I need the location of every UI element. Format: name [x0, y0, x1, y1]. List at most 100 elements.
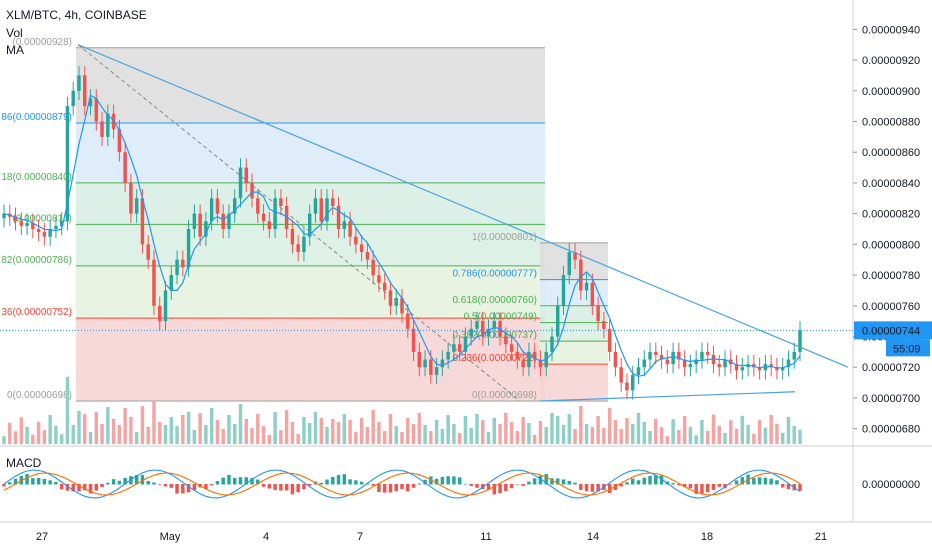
macd-histogram-bar: [532, 478, 537, 485]
time-tick-label: May: [160, 531, 181, 543]
candle-body: [2, 213, 6, 219]
candle-body: [65, 106, 70, 222]
macd-histogram-bar: [521, 484, 525, 486]
macd-histogram-bar: [694, 484, 698, 494]
candle-body: [307, 213, 312, 237]
candle-body: [457, 344, 462, 352]
macd-histogram-bar: [429, 476, 433, 485]
candle-body: [798, 330, 802, 352]
macd-histogram-bar: [359, 481, 364, 485]
macd-histogram-bar: [140, 475, 145, 485]
candle-body: [757, 367, 762, 371]
candle-body: [129, 182, 133, 214]
volume-bar: [406, 418, 410, 444]
macd-histogram-bar: [659, 475, 664, 485]
last-price-label: 0.00000744: [862, 325, 920, 337]
macd-histogram-bar: [734, 480, 739, 485]
volume-bar: [261, 426, 266, 444]
candle-body: [411, 328, 416, 352]
candle-body: [31, 222, 35, 229]
volume-bar: [94, 412, 99, 444]
macd-histogram-bar: [331, 476, 335, 485]
macd-histogram-bar: [273, 484, 277, 490]
candle-body: [221, 213, 225, 229]
macd-histogram-bar: [498, 484, 502, 494]
macd-histogram-bar: [763, 477, 768, 485]
macd-histogram-bar: [25, 474, 29, 485]
macd-histogram-bar: [492, 484, 497, 495]
macd-histogram-bar: [307, 484, 312, 486]
macd-histogram-bar: [100, 484, 104, 488]
volume-bar: [665, 436, 670, 444]
candle-body: [556, 305, 560, 337]
countdown-label: 55:09: [893, 343, 921, 355]
volume-bar: [711, 414, 716, 444]
candle-body: [561, 275, 566, 306]
fib-level-label: 82(0.00000786): [1, 255, 72, 266]
macd-histogram-bar: [636, 480, 641, 485]
candle-body: [607, 328, 612, 352]
volume-bar: [411, 424, 416, 444]
volume-bar: [463, 416, 468, 444]
volume-bar: [573, 429, 577, 444]
volume-bar: [532, 435, 537, 444]
candle-body: [752, 364, 756, 368]
volume-bar: [2, 436, 6, 444]
volume-bar: [307, 423, 312, 444]
volume-bar: [757, 419, 762, 444]
macd-histogram-bar: [152, 482, 156, 485]
macd-histogram-bar: [411, 484, 416, 488]
candle-body: [423, 359, 427, 368]
macd-histogram-bar: [71, 484, 75, 492]
macd-histogram-bar: [475, 484, 479, 488]
macd-histogram-bar: [158, 484, 162, 485]
macd-label: MACD: [6, 456, 42, 470]
volume-bar: [244, 419, 248, 444]
candle-body: [232, 198, 237, 214]
volume-bar: [515, 431, 520, 444]
fib-zone-small: [540, 242, 608, 280]
candle-body: [717, 364, 721, 368]
macd-histogram-bar: [342, 474, 347, 485]
volume-bar: [579, 406, 583, 444]
volume-bar: [798, 429, 802, 444]
volume-bar: [377, 422, 381, 444]
macd-histogram-bar: [302, 484, 306, 490]
volume-bar: [792, 426, 796, 444]
volume-bar: [111, 419, 116, 444]
fib-small-level-label: 0.786(0.00000777): [452, 269, 537, 280]
volume-bar: [538, 421, 543, 444]
candle-body: [602, 321, 606, 329]
volume-bar: [36, 421, 41, 444]
volume-bar: [452, 424, 456, 444]
macd-histogram-bar: [348, 479, 352, 485]
macd-histogram-bar: [579, 484, 583, 490]
candle-body: [665, 359, 670, 365]
candle-body: [331, 198, 335, 206]
last-price-tag: [854, 321, 932, 340]
volume-bar: [752, 433, 756, 444]
candle-body: [567, 252, 572, 276]
ma-label: MA: [6, 43, 24, 57]
candle-body: [117, 129, 122, 153]
candle-body: [204, 221, 208, 237]
candle-body: [469, 328, 473, 337]
descending-trendline: [77, 44, 849, 368]
candle-body: [302, 236, 306, 253]
candle-body: [388, 290, 393, 306]
volume-bar: [19, 417, 24, 444]
time-tick-label: 27: [36, 531, 48, 543]
macd-histogram-bar: [227, 474, 231, 485]
fib-zone-small: [540, 279, 608, 306]
macd-histogram-bar: [677, 484, 681, 486]
candle-body: [630, 374, 635, 391]
macd-histogram-bar: [486, 484, 491, 490]
macd-histogram-bar: [186, 484, 191, 493]
candle-body: [13, 216, 18, 222]
candle-body: [429, 359, 433, 375]
volume-bar: [457, 433, 462, 444]
macd-histogram-bar: [567, 480, 572, 485]
fib-small-level-label: 0.236(0.00000722): [452, 353, 537, 364]
macd-histogram-bar: [625, 482, 629, 485]
